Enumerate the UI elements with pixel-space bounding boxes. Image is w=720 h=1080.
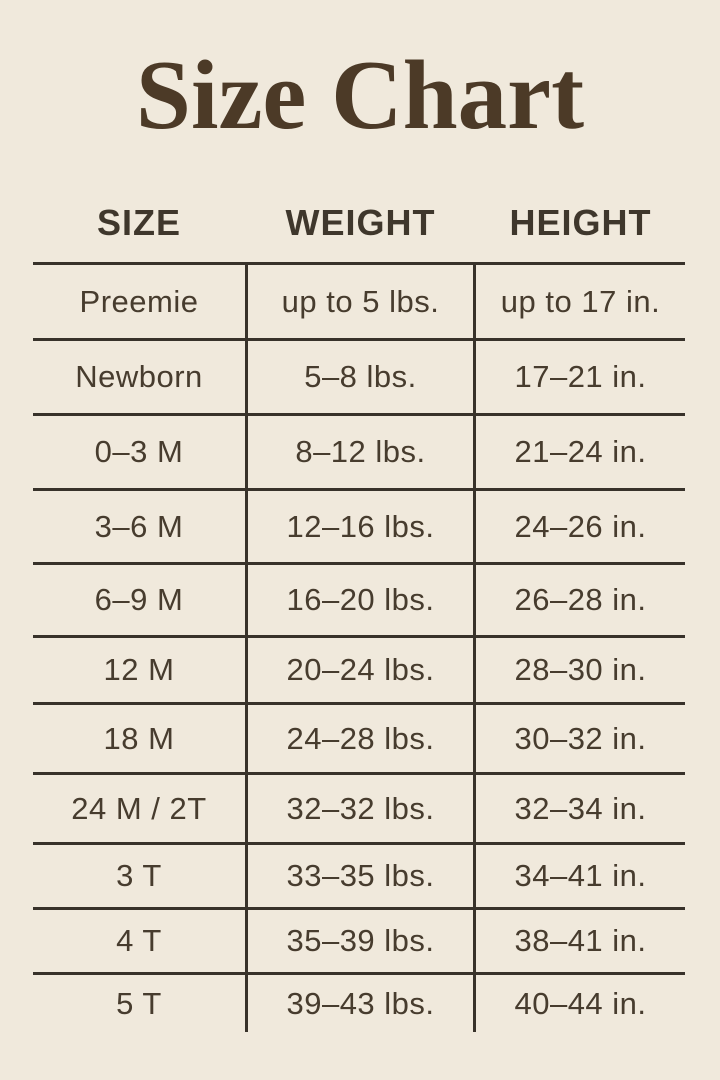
table-cell: up to 17 in. bbox=[476, 262, 685, 338]
table-cell: Preemie bbox=[33, 262, 245, 338]
table-cell: 39–43 lbs. bbox=[245, 972, 476, 1032]
table-cell: 24 M / 2T bbox=[33, 772, 245, 842]
table-cell: 26–28 in. bbox=[476, 562, 685, 635]
table-cell: 17–21 in. bbox=[476, 338, 685, 413]
table-cell: 35–39 lbs. bbox=[245, 907, 476, 972]
table-cell: 30–32 in. bbox=[476, 702, 685, 772]
table-cell: 16–20 lbs. bbox=[245, 562, 476, 635]
table-cell: 3–6 M bbox=[33, 488, 245, 562]
column-header-weight: WEIGHT bbox=[285, 201, 436, 243]
table-cell: 20–24 lbs. bbox=[245, 635, 476, 702]
table-cell: 12–16 lbs. bbox=[245, 488, 476, 562]
table-cell: 32–32 lbs. bbox=[245, 772, 476, 842]
page-title: Size Chart bbox=[135, 41, 585, 150]
table-cell: Newborn bbox=[33, 338, 245, 413]
table-cell: 8–12 lbs. bbox=[245, 413, 476, 488]
table-cell: 21–24 in. bbox=[476, 413, 685, 488]
table-cell: up to 5 lbs. bbox=[245, 262, 476, 338]
table-cell: 24–26 in. bbox=[476, 488, 685, 562]
table-cell: 5–8 lbs. bbox=[245, 338, 476, 413]
table-cell: 32–34 in. bbox=[476, 772, 685, 842]
table-cell: 4 T bbox=[33, 907, 245, 972]
table-cell: 12 M bbox=[33, 635, 245, 702]
size-table: Preemie up to 5 lbs. up to 17 in. Newborn 5–… bbox=[33, 262, 685, 1032]
table-header: SIZE WEIGHT HEIGHT bbox=[33, 183, 685, 262]
table-cell: 34–41 in. bbox=[476, 842, 685, 907]
table-cell: 24–28 lbs. bbox=[245, 702, 476, 772]
table-cell: 3 T bbox=[33, 842, 245, 907]
table-cell: 18 M bbox=[33, 702, 245, 772]
column-header-height: HEIGHT bbox=[509, 201, 652, 243]
table-cell: 28–30 in. bbox=[476, 635, 685, 702]
column-header-size: SIZE bbox=[96, 201, 181, 243]
table-cell: 40–44 in. bbox=[476, 972, 685, 1032]
table-cell: 0–3 M bbox=[33, 413, 245, 488]
table-cell: 5 T bbox=[33, 972, 245, 1032]
table-cell: 6–9 M bbox=[33, 562, 245, 635]
table-cell: 33–35 lbs. bbox=[245, 842, 476, 907]
table-cell: 38–41 in. bbox=[476, 907, 685, 972]
